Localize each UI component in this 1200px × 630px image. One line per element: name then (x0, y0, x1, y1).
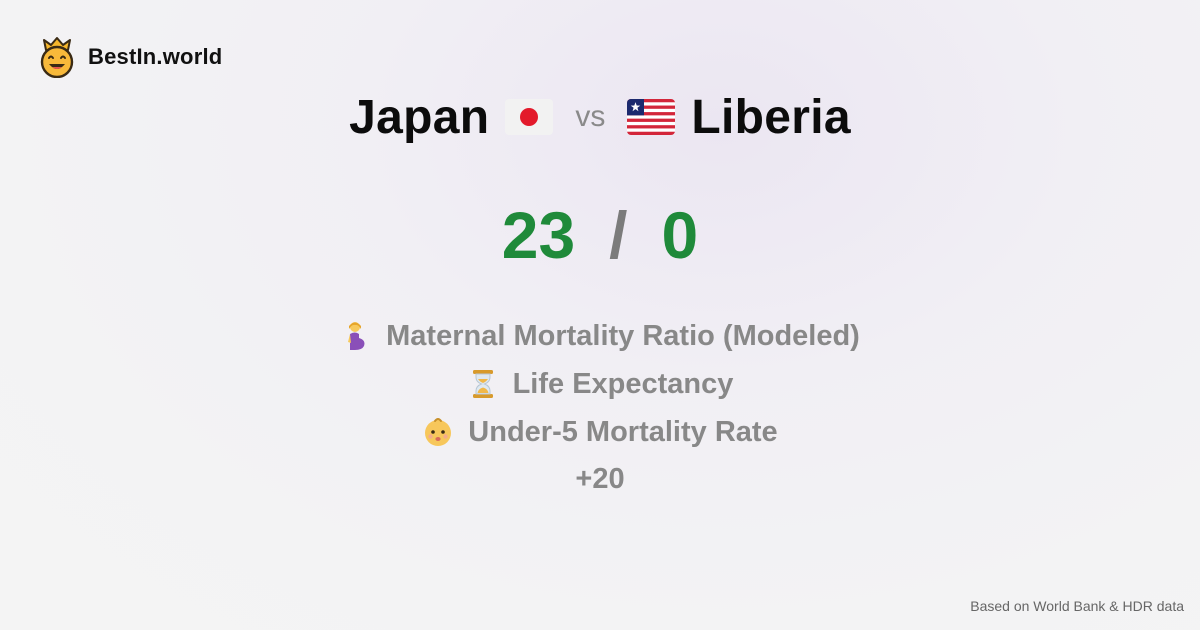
metric-maternal-mortality[interactable]: Maternal Mortality Ratio (Modeled) (340, 312, 860, 360)
left-score: 23 (501, 198, 576, 272)
vs-label: vs (575, 100, 606, 133)
baby-icon (425, 418, 452, 446)
metric-label: Maternal Mortality Ratio (Modeled) (386, 319, 860, 352)
brand-name: BestIn.world (88, 44, 223, 69)
metric-life-expectancy[interactable]: Life Expectancy (467, 360, 734, 408)
metrics-list: Maternal Mortality Ratio (Modeled) Life … (0, 312, 1200, 502)
more-metrics-count[interactable]: +20 (575, 462, 625, 495)
comparison-title: Japan vs Liberia (0, 86, 1200, 148)
metric-label: Life Expectancy (512, 367, 734, 400)
japan-flag-icon (505, 99, 554, 135)
brand[interactable]: BestIn.world (38, 36, 222, 78)
pregnant-woman-icon (348, 322, 365, 350)
metric-under5-mortality[interactable]: Under-5 Mortality Rate (422, 408, 778, 456)
score: 23 / 0 (0, 192, 1200, 278)
metric-label: Under-5 Mortality Rate (468, 415, 778, 448)
data-source-note: Based on World Bank & HDR data (970, 598, 1184, 614)
hourglass-icon (472, 370, 493, 398)
liberia-flag-icon (627, 99, 676, 135)
score-separator: / (609, 198, 628, 272)
right-country-name[interactable]: Liberia (691, 90, 851, 144)
right-score: 0 (661, 198, 699, 272)
left-country-name[interactable]: Japan (349, 90, 490, 144)
crown-smiley-icon (40, 37, 74, 78)
